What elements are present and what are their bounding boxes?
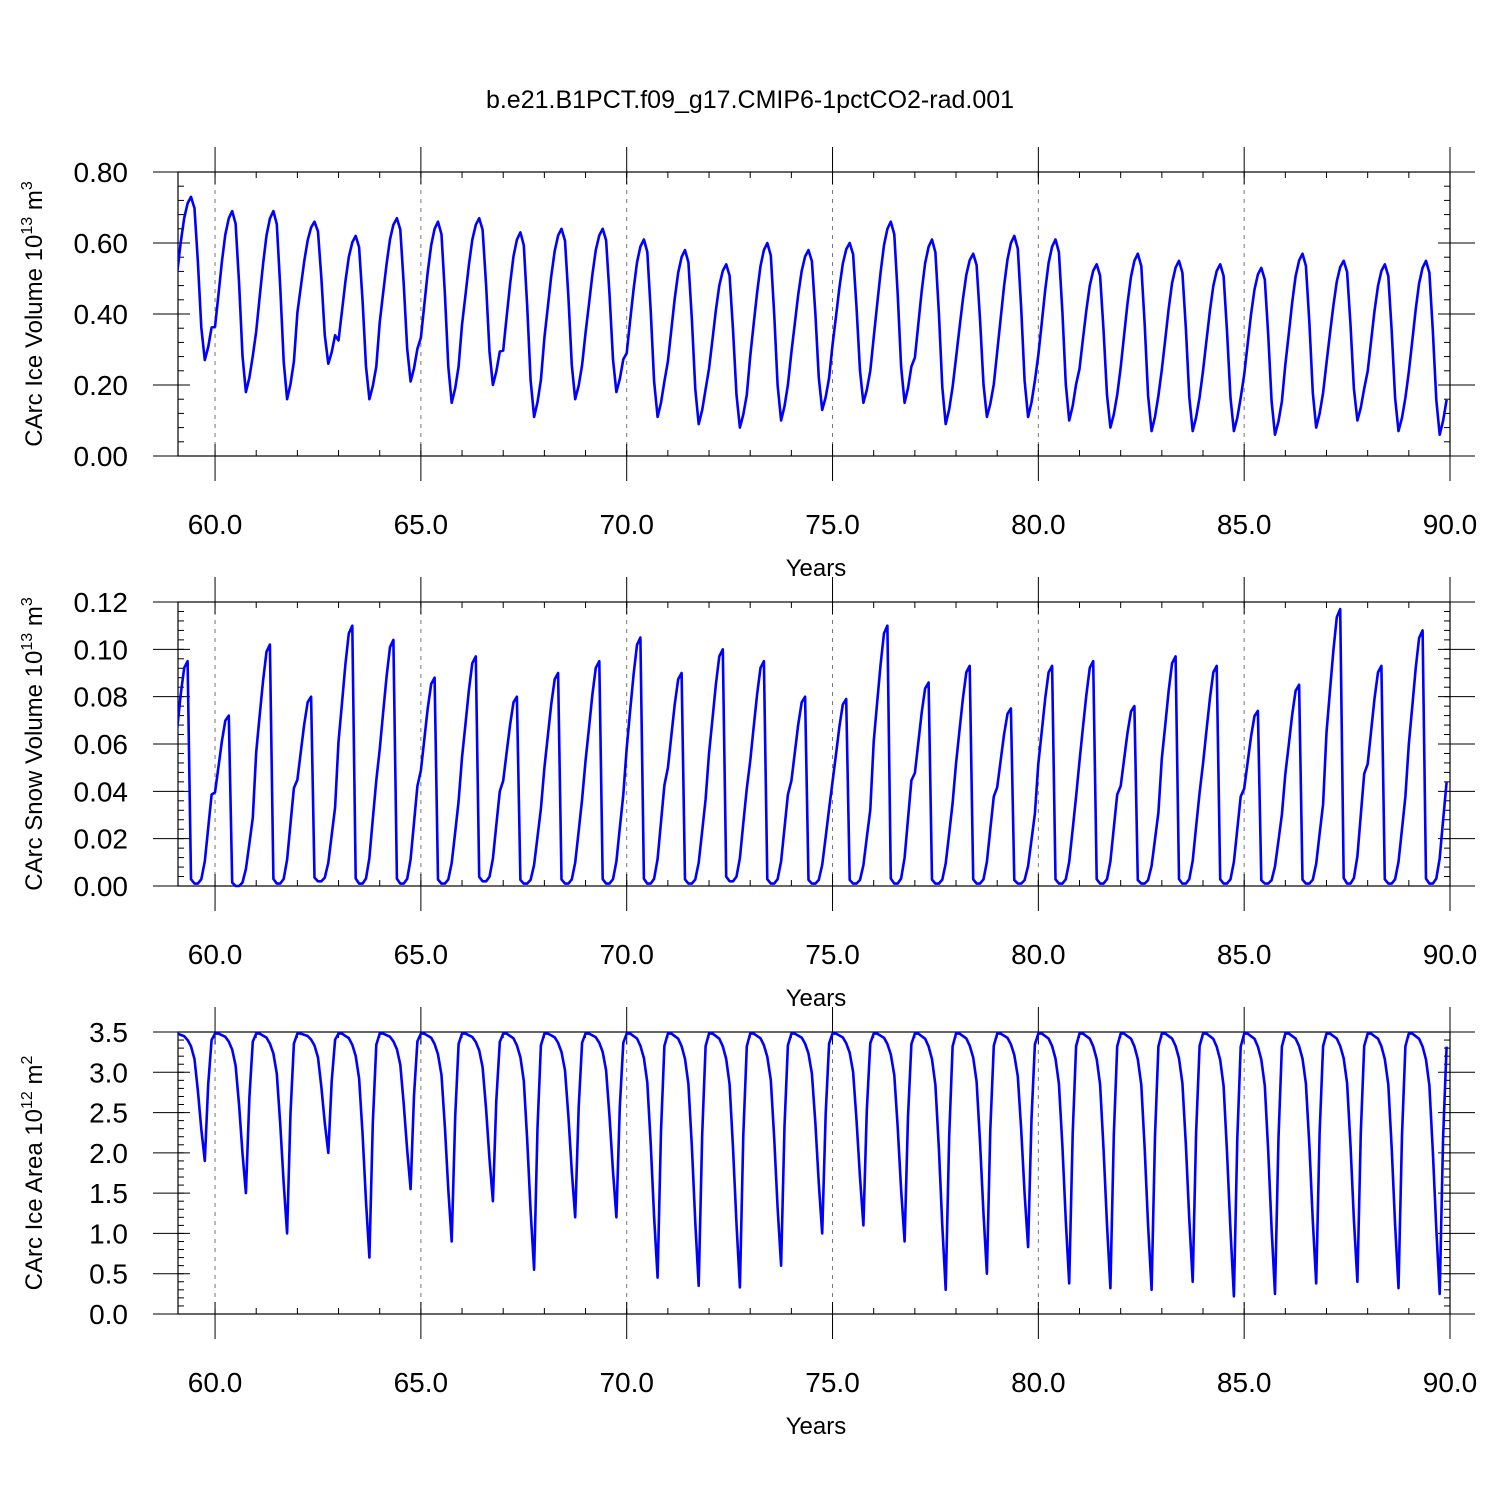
xtick-label-3: 75.0	[805, 1367, 860, 1398]
series-line-0	[178, 1032, 1448, 1298]
plot-frame	[177, 171, 1451, 457]
xtick-label-1: 65.0	[394, 509, 449, 540]
y-axis-label: CArc Ice Area 1012 m2	[19, 1056, 48, 1291]
series-line-0	[178, 607, 1448, 888]
x-axis-label: Years	[786, 1413, 847, 1440]
ytick-label-6: 3.0	[89, 1057, 128, 1088]
ytick-label-6: 0.12	[74, 587, 129, 618]
ytick-label-5: 0.10	[74, 634, 129, 665]
xtick-label-6: 90.0	[1423, 509, 1478, 540]
ytick-label-5: 2.5	[89, 1098, 128, 1129]
x-axis-label: Years	[786, 985, 847, 1012]
plot-frame	[177, 601, 1451, 887]
xtick-label-4: 80.0	[1011, 939, 1066, 970]
xtick-label-5: 85.0	[1217, 939, 1272, 970]
ytick-label-2: 0.04	[74, 776, 129, 807]
xtick-label-6: 90.0	[1423, 939, 1478, 970]
xtick-label-6: 90.0	[1423, 1367, 1478, 1398]
xtick-label-5: 85.0	[1217, 1367, 1272, 1398]
figure-title: b.e21.B1PCT.f09_g17.CMIP6-1pctCO2-rad.00…	[486, 86, 1014, 114]
ytick-label-0: 0.00	[74, 441, 129, 472]
series-line-0	[178, 195, 1448, 436]
xtick-label-0: 60.0	[188, 939, 243, 970]
xtick-label-1: 65.0	[394, 1367, 449, 1398]
xtick-label-4: 80.0	[1011, 509, 1066, 540]
xtick-label-2: 70.0	[599, 939, 654, 970]
y-axis-label: CArc Ice Volume 1013 m3	[19, 181, 48, 447]
y-axis-label: CArc Snow Volume 1013 m3	[19, 597, 48, 891]
xtick-label-1: 65.0	[394, 939, 449, 970]
ytick-label-3: 0.06	[74, 729, 129, 760]
ytick-label-0: 0.0	[89, 1299, 128, 1330]
ytick-label-1: 0.02	[74, 824, 129, 855]
panel-snow-volume: 0.00 0.02 0.04 0.06 0.08 0.10 0.12 60.0 65.0 70.0…	[19, 577, 1477, 1012]
plot-frame	[177, 1031, 1451, 1315]
xtick-label-0: 60.0	[188, 509, 243, 540]
xtick-label-2: 70.0	[599, 1367, 654, 1398]
ytick-label-4: 2.0	[89, 1138, 128, 1169]
ytick-label-2: 0.40	[74, 299, 129, 330]
ytick-label-7: 3.5	[89, 1017, 128, 1048]
ytick-label-1: 0.5	[89, 1259, 128, 1290]
ytick-label-4: 0.08	[74, 682, 129, 713]
ytick-label-3: 1.5	[89, 1178, 128, 1209]
ytick-label-2: 1.0	[89, 1218, 128, 1249]
x-axis-label: Years	[786, 555, 847, 582]
ytick-label-3: 0.60	[74, 228, 129, 259]
xtick-label-0: 60.0	[188, 1367, 243, 1398]
xtick-label-2: 70.0	[599, 509, 654, 540]
xtick-label-5: 85.0	[1217, 509, 1272, 540]
panel-ice-volume: 0.00 0.20 0.40 0.60 0.80 60.0 65.0 70.0 75.0 80.0…	[19, 147, 1477, 582]
ytick-label-0: 0.00	[74, 871, 129, 902]
panel-ice-area: 0.0 0.5 1.0 1.5 2.0 2.5 3.0 3.5 60.0 65.0 70.0 75.0…	[19, 1007, 1477, 1440]
ytick-label-4: 0.80	[74, 157, 129, 188]
ytick-label-1: 0.20	[74, 370, 129, 401]
xtick-label-3: 75.0	[805, 939, 860, 970]
panels: 0.00 0.20 0.40 0.60 0.80 60.0 65.0 70.0 75.0 80.0…	[19, 147, 1477, 1440]
xtick-label-4: 80.0	[1011, 1367, 1066, 1398]
xtick-label-3: 75.0	[805, 509, 860, 540]
